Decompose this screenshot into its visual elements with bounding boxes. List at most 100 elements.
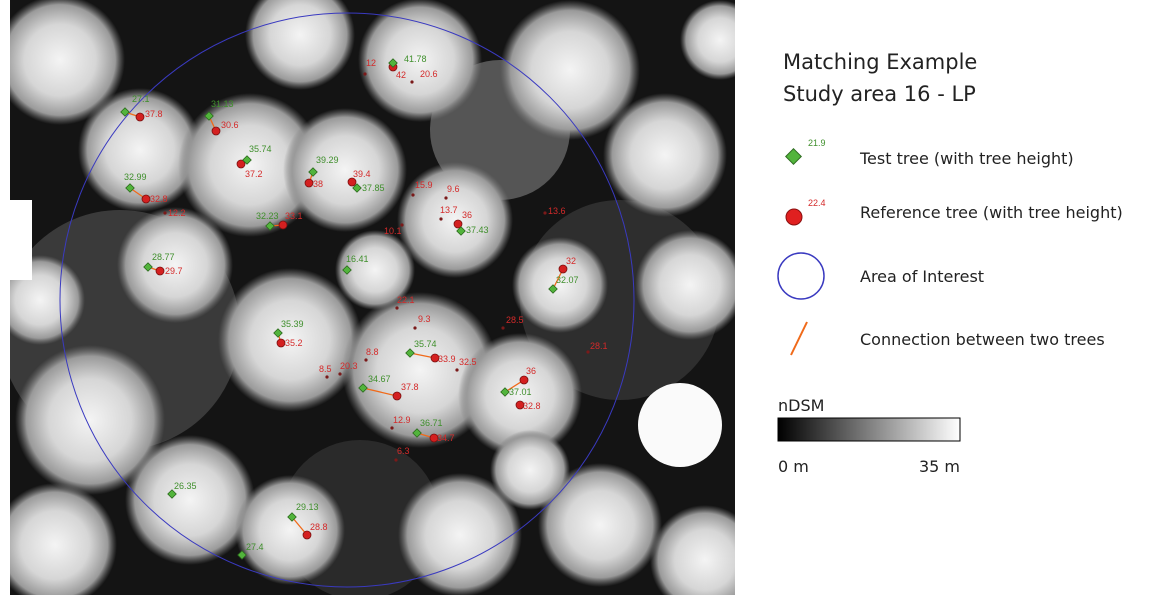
test-height-label: 41.78 — [404, 54, 427, 64]
legend-connection-symbol — [791, 322, 807, 355]
reference-tree — [439, 217, 442, 220]
reference-height-label: 12 — [366, 58, 376, 68]
reference-tree — [393, 392, 401, 400]
legend-title: Matching Example — [783, 50, 977, 74]
reference-tree — [390, 426, 393, 429]
reference-tree — [559, 265, 567, 273]
reference-height-label: 20.3 — [340, 361, 358, 371]
reference-height-label: 30.6 — [221, 120, 239, 130]
reference-tree — [156, 267, 164, 275]
reference-tree — [395, 306, 398, 309]
legend-reference-sample: 22.4 — [808, 198, 826, 208]
reference-tree — [325, 375, 328, 378]
reference-height-label: 28.1 — [590, 341, 608, 351]
reference-tree — [394, 458, 397, 461]
figure: 421220.637.830.637.23839.432.812.233.115… — [0, 0, 1172, 595]
colorbar-min: 0 m — [778, 457, 809, 476]
test-height-label: 32.07 — [556, 275, 579, 285]
reference-height-label: 8.8 — [366, 347, 379, 357]
reference-tree — [348, 178, 356, 186]
map-figure: 421220.637.830.637.23839.432.812.233.115… — [0, 0, 1172, 595]
tree-crown — [512, 237, 608, 333]
reference-height-label: 39.4 — [353, 169, 371, 179]
reference-height-label: 12.9 — [393, 415, 411, 425]
reference-height-label: 8.5 — [319, 364, 332, 374]
colorbar-title: nDSM — [778, 396, 824, 415]
raster-edge — [10, 200, 32, 280]
legend-label: Connection between two trees — [860, 330, 1105, 349]
legend-subtitle: Study area 16 - LP — [783, 82, 976, 106]
colorbar-max: 35 m — [919, 457, 960, 476]
test-height-label: 35.39 — [281, 319, 304, 329]
legend-label: Test tree (with tree height) — [859, 149, 1074, 168]
reference-height-label: 36 — [526, 366, 536, 376]
colorbar: nDSM 0 m 35 m — [778, 396, 960, 476]
legend-test-symbol — [786, 149, 802, 165]
tree-crown — [680, 0, 760, 80]
reference-tree — [279, 221, 287, 229]
ndsm-raster — [0, 0, 760, 595]
reference-tree — [163, 211, 166, 214]
reference-tree — [501, 326, 504, 329]
reference-tree — [142, 195, 150, 203]
test-height-label: 35.74 — [414, 339, 437, 349]
reference-tree — [136, 113, 144, 121]
test-height-label: 27.1 — [132, 94, 150, 104]
reference-tree — [305, 179, 313, 187]
legend-label: Area of Interest — [860, 267, 984, 286]
test-height-label: 37.85 — [362, 183, 385, 193]
reference-tree — [520, 376, 528, 384]
reference-height-label: 34.7 — [437, 433, 455, 443]
legend-reference-symbol — [786, 209, 802, 225]
test-height-label: 29.13 — [296, 502, 319, 512]
test-height-label: 32.23 — [256, 211, 279, 221]
reference-tree — [364, 358, 367, 361]
tree-crown — [117, 207, 233, 323]
reference-height-label: 37.8 — [145, 109, 163, 119]
reference-height-label: 6.3 — [397, 446, 410, 456]
reference-tree — [411, 193, 414, 196]
reference-height-label: 9.3 — [418, 314, 431, 324]
reference-height-label: 32.8 — [523, 401, 541, 411]
reference-height-label: 10.1 — [384, 226, 402, 236]
reference-height-label: 32.8 — [150, 194, 168, 204]
reference-tree — [277, 339, 285, 347]
reference-tree — [410, 80, 413, 83]
reference-height-label: 22.1 — [397, 295, 415, 305]
reference-height-label: 37.2 — [245, 169, 263, 179]
test-height-label: 32.99 — [124, 172, 147, 182]
reference-height-label: 32 — [566, 256, 576, 266]
reference-height-label: 13.6 — [548, 206, 566, 216]
reference-height-label: 38 — [313, 179, 323, 189]
tree-crown — [635, 230, 745, 340]
reference-height-label: 37.8 — [401, 382, 419, 392]
reference-height-label: 29.7 — [165, 266, 183, 276]
reference-height-label: 35.2 — [285, 338, 303, 348]
reference-height-label: 9.6 — [447, 184, 460, 194]
reference-height-label: 12.2 — [168, 208, 186, 218]
tree-crown — [490, 430, 570, 510]
tree-crown — [125, 435, 255, 565]
reference-height-label: 32.5 — [459, 357, 477, 367]
reference-height-label: 36 — [462, 210, 472, 220]
reference-height-label: 13.7 — [440, 205, 458, 215]
test-height-label: 35.74 — [249, 144, 272, 154]
legend: Matching Example Study area 16 - LP 21.9… — [778, 50, 1123, 355]
reference-height-label: 42 — [396, 70, 406, 80]
reference-tree — [338, 372, 341, 375]
reference-height-label: 28.8 — [310, 522, 328, 532]
reference-tree — [212, 127, 220, 135]
test-height-label: 28.77 — [152, 252, 175, 262]
reference-tree — [413, 326, 416, 329]
test-height-label: 39.29 — [316, 155, 339, 165]
colorbar-ramp — [778, 418, 960, 441]
reference-height-label: 33.1 — [285, 211, 303, 221]
test-height-label: 37.43 — [466, 225, 489, 235]
reference-height-label: 20.6 — [420, 69, 438, 79]
reference-tree — [455, 368, 458, 371]
tree-crown — [235, 475, 345, 585]
reference-tree — [303, 531, 311, 539]
test-height-label: 36.71 — [420, 418, 443, 428]
legend-test-sample: 21.9 — [808, 138, 826, 148]
test-height-label: 34.67 — [368, 374, 391, 384]
